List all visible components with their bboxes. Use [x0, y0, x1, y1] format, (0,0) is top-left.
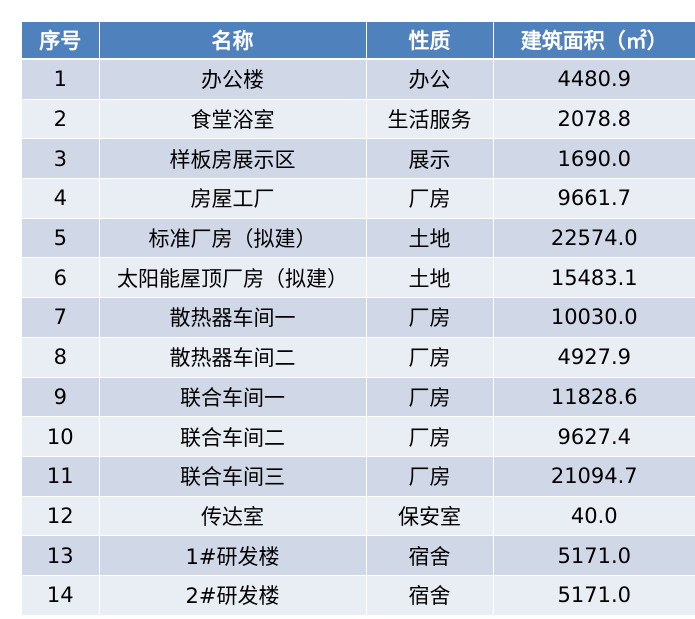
building-area-table: 序号 名称 性质 建筑面积（㎡） 1 办公楼 办公 4480.9 2 食堂浴室 … — [22, 22, 695, 616]
cell-index: 3 — [22, 138, 100, 180]
table-row: 1 办公楼 办公 4480.9 — [22, 59, 695, 100]
header-area: 建筑面积（㎡） — [493, 22, 695, 60]
table-row: 13 1#研发楼 宿舍 5171.0 — [22, 535, 695, 576]
cell-area: 9661.7 — [493, 178, 695, 219]
cell-index: 9 — [22, 377, 100, 418]
cell-index: 4 — [22, 178, 100, 219]
cell-index: 12 — [22, 496, 100, 537]
cell-type: 厂房 — [366, 178, 494, 219]
table-header-row: 序号 名称 性质 建筑面积（㎡） — [22, 22, 695, 60]
cell-name: 样板房展示区 — [99, 138, 367, 180]
table-row: 10 联合车间二 厂房 9627.4 — [22, 416, 695, 457]
table-row: 4 房屋工厂 厂房 9661.7 — [22, 178, 695, 219]
cell-type: 宿舍 — [366, 535, 494, 576]
cell-name: 房屋工厂 — [99, 178, 367, 219]
table-row: 7 散热器车间一 厂房 10030.0 — [22, 297, 695, 338]
cell-name: 2#研发楼 — [99, 575, 367, 616]
table-row: 2 食堂浴室 生活服务 2078.8 — [22, 99, 695, 140]
table-row: 9 联合车间一 厂房 11828.6 — [22, 377, 695, 418]
cell-area: 40.0 — [493, 496, 695, 537]
cell-area: 4927.9 — [493, 337, 695, 378]
cell-type: 厂房 — [366, 416, 494, 457]
cell-name: 散热器车间一 — [99, 297, 367, 338]
cell-type: 保安室 — [366, 496, 494, 537]
cell-type: 土地 — [366, 218, 494, 259]
cell-type: 宿舍 — [366, 575, 494, 616]
cell-area: 22574.0 — [493, 218, 695, 259]
cell-area: 9627.4 — [493, 416, 695, 457]
cell-name: 1#研发楼 — [99, 535, 367, 576]
cell-index: 8 — [22, 337, 100, 378]
header-type: 性质 — [366, 22, 494, 60]
cell-name: 散热器车间二 — [99, 337, 367, 378]
cell-type: 办公 — [366, 59, 494, 100]
cell-area: 21094.7 — [493, 456, 695, 497]
cell-area: 10030.0 — [493, 297, 695, 338]
cell-name: 联合车间二 — [99, 416, 367, 457]
cell-name: 联合车间三 — [99, 456, 367, 497]
cell-name: 传达室 — [99, 496, 367, 537]
header-name: 名称 — [99, 22, 367, 60]
cell-name: 食堂浴室 — [99, 99, 367, 140]
cell-area: 11828.6 — [493, 377, 695, 418]
building-table-container: 序号 名称 性质 建筑面积（㎡） 1 办公楼 办公 4480.9 2 食堂浴室 … — [22, 22, 695, 616]
cell-index: 11 — [22, 456, 100, 497]
cell-type: 厂房 — [366, 337, 494, 378]
cell-type: 厂房 — [366, 456, 494, 497]
cell-area: 1690.0 — [493, 138, 695, 180]
cell-area: 15483.1 — [493, 257, 695, 299]
cell-name: 标准厂房（拟建） — [99, 218, 367, 259]
table-row: 12 传达室 保安室 40.0 — [22, 496, 695, 537]
cell-index: 7 — [22, 297, 100, 338]
cell-name: 太阳能屋顶厂房（拟建） — [99, 257, 367, 299]
cell-area: 5171.0 — [493, 575, 695, 616]
cell-type: 厂房 — [366, 377, 494, 418]
cell-index: 14 — [22, 575, 100, 616]
cell-area: 5171.0 — [493, 535, 695, 576]
cell-index: 13 — [22, 535, 100, 576]
table-row: 11 联合车间三 厂房 21094.7 — [22, 456, 695, 497]
table-row: 3 样板房展示区 展示 1690.0 — [22, 138, 695, 180]
table-row: 6 太阳能屋顶厂房（拟建） 土地 15483.1 — [22, 257, 695, 299]
cell-index: 10 — [22, 416, 100, 457]
table-row: 8 散热器车间二 厂房 4927.9 — [22, 337, 695, 378]
cell-area: 2078.8 — [493, 99, 695, 140]
table-row: 14 2#研发楼 宿舍 5171.0 — [22, 575, 695, 616]
cell-name: 办公楼 — [99, 59, 367, 100]
cell-index: 1 — [22, 59, 100, 100]
cell-area: 4480.9 — [493, 59, 695, 100]
table-row: 5 标准厂房（拟建） 土地 22574.0 — [22, 218, 695, 259]
cell-name: 联合车间一 — [99, 377, 367, 418]
cell-index: 6 — [22, 257, 100, 299]
cell-type: 厂房 — [366, 297, 494, 338]
cell-index: 2 — [22, 99, 100, 140]
cell-type: 生活服务 — [366, 99, 494, 140]
header-index: 序号 — [22, 22, 100, 60]
cell-type: 土地 — [366, 257, 494, 299]
cell-type: 展示 — [366, 138, 494, 180]
cell-index: 5 — [22, 218, 100, 259]
